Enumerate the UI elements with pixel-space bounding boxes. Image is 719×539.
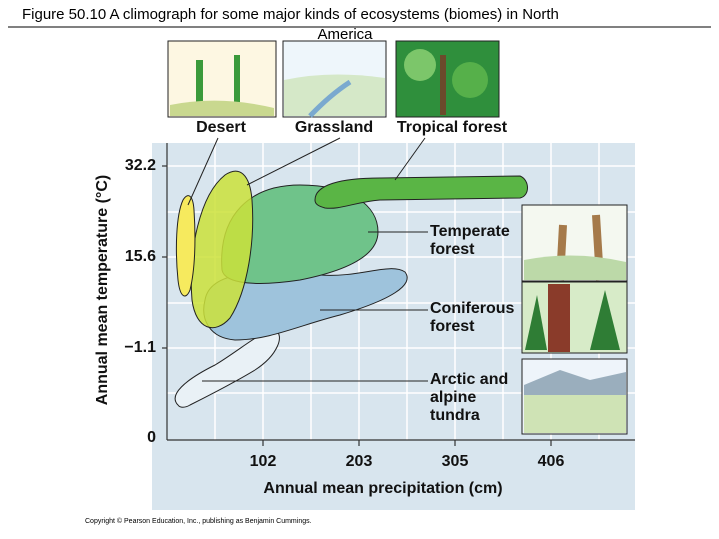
temperate-label: forest — [430, 241, 475, 258]
desert-label: Desert — [196, 119, 246, 136]
x-tick-label: 406 — [538, 453, 565, 470]
y-tick-label: 32.2 — [125, 157, 156, 174]
temperate-image — [521, 204, 628, 282]
grassland-label: Grassland — [295, 119, 373, 136]
x-tick-label: 102 — [250, 453, 277, 470]
temperate-label: Temperate — [430, 223, 510, 240]
tundra-label: Arctic and — [430, 371, 508, 388]
tundra-label: alpine — [430, 389, 476, 406]
coniferous-label: forest — [430, 318, 475, 335]
y-tick-label: −1.1 — [124, 339, 156, 356]
grassland-blob — [190, 170, 254, 329]
tundra-image — [521, 358, 628, 435]
coniferous-label: Coniferous — [430, 300, 515, 317]
leader-lines — [187, 137, 428, 382]
tundra-blob — [174, 329, 280, 408]
x-tick-label: 305 — [442, 453, 469, 470]
coniferous-image — [521, 281, 628, 354]
y-tick-label: 15.6 — [125, 248, 156, 265]
y-tick-label: 0 — [147, 429, 156, 446]
tundra-label: tundra — [430, 407, 480, 424]
x-tick-label: 203 — [346, 453, 373, 470]
desert-image — [167, 40, 277, 118]
axes — [162, 143, 635, 446]
grassland-image — [282, 40, 387, 118]
tropical-blob — [314, 175, 528, 209]
tropical-label: Tropical forest — [397, 119, 508, 136]
figure-title: Figure 50.10 A climograph for some major… — [22, 6, 559, 23]
copyright: Copyright © Pearson Education, Inc., pub… — [85, 517, 312, 525]
desert-blob — [175, 195, 196, 297]
y-axis-label: Annual mean temperature (°C) — [94, 175, 111, 405]
x-axis-label: Annual mean precipitation (cm) — [263, 480, 502, 497]
tropical-image — [395, 40, 500, 118]
figure-title-line2: America — [317, 26, 373, 43]
